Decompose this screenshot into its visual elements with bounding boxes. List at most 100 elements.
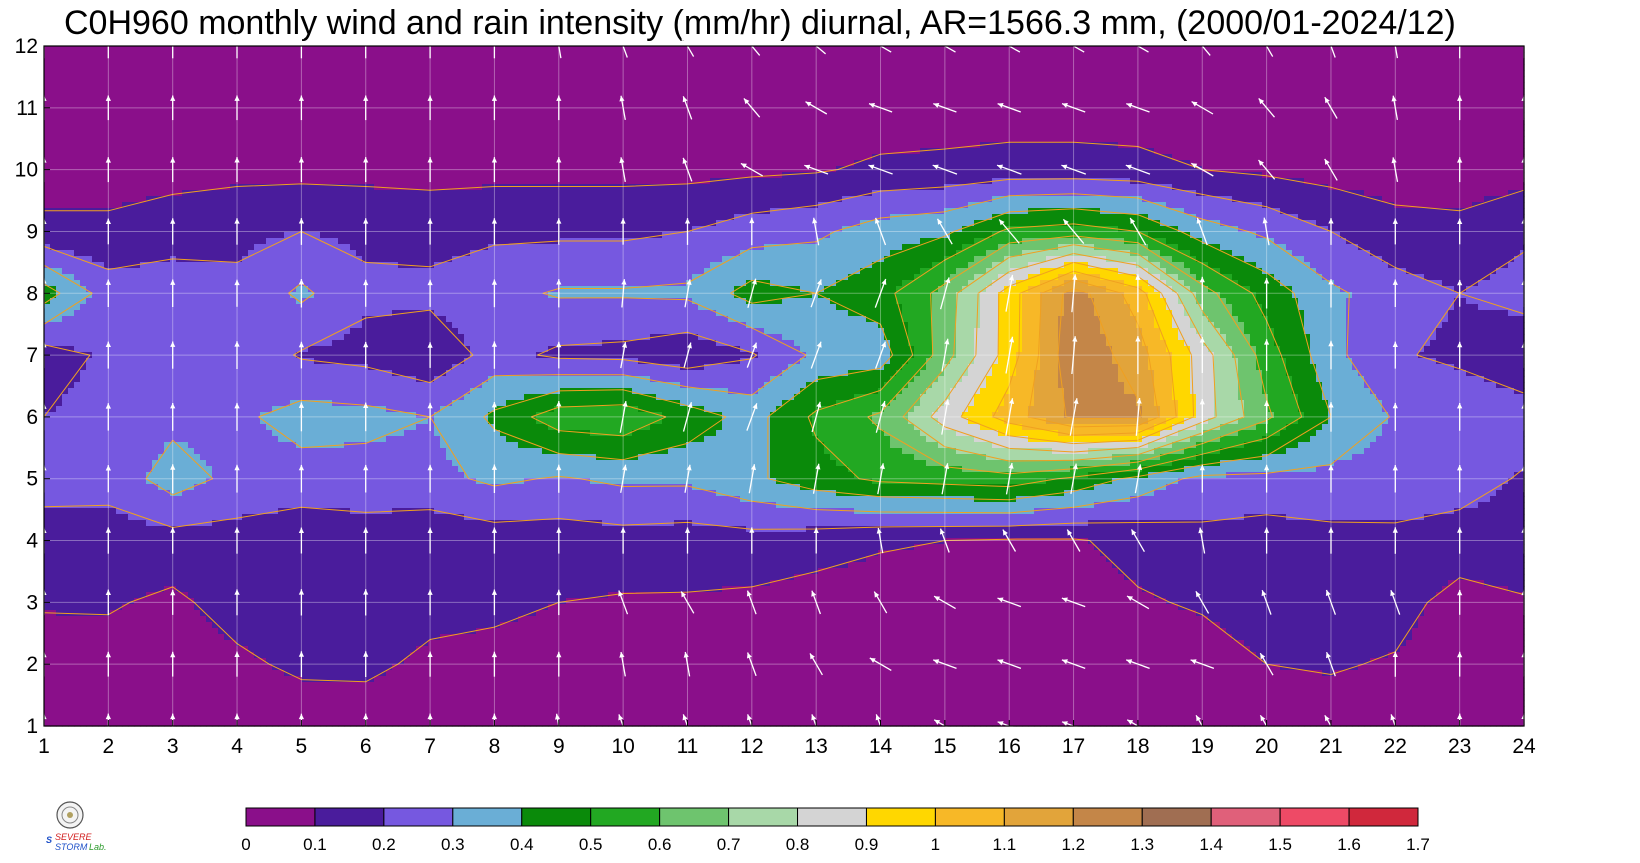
heat-cell <box>356 76 363 83</box>
heat-cell <box>1496 124 1503 131</box>
heat-cell <box>884 154 891 161</box>
heat-cell <box>602 106 609 113</box>
heat-cell <box>1040 46 1047 53</box>
heat-cell <box>590 148 597 155</box>
heat-cell <box>806 76 813 83</box>
heat-cell <box>1244 100 1251 107</box>
heat-cell <box>44 52 51 59</box>
heat-cell <box>1082 76 1089 83</box>
heat-cell <box>1148 76 1155 83</box>
heat-cell <box>98 142 105 149</box>
heat-cell <box>1178 118 1185 125</box>
heat-cell <box>1268 142 1275 149</box>
heat-cell <box>1478 100 1485 107</box>
heat-cell <box>956 64 963 71</box>
heat-cell <box>1358 142 1365 149</box>
heat-cell <box>1310 160 1317 167</box>
heat-cell <box>350 118 357 125</box>
heat-cell <box>1196 130 1203 137</box>
heat-cell <box>308 106 315 113</box>
heat-cell <box>1364 106 1371 113</box>
heat-cell <box>1442 160 1449 167</box>
heat-cell <box>416 58 423 65</box>
heat-cell <box>338 52 345 59</box>
heat-cell <box>830 136 837 143</box>
heat-cell <box>1214 46 1221 53</box>
heat-cell <box>536 58 543 65</box>
heat-cell <box>824 94 831 101</box>
heat-cell <box>650 118 657 125</box>
heat-cell <box>554 112 561 119</box>
heat-cell <box>1424 130 1431 137</box>
heat-cell <box>794 112 801 119</box>
heat-cell <box>884 88 891 95</box>
heat-cell <box>734 154 741 161</box>
heat-cell <box>1238 46 1245 53</box>
heat-cell <box>1430 160 1437 167</box>
heat-cell <box>1460 106 1467 113</box>
heat-cell <box>518 52 525 59</box>
heat-cell <box>74 64 81 71</box>
heat-cell <box>1352 118 1359 125</box>
heat-cell <box>416 100 423 107</box>
heat-cell <box>1340 46 1347 53</box>
heat-cell <box>932 112 939 119</box>
heat-cell <box>1310 100 1317 107</box>
heat-cell <box>488 58 495 65</box>
heat-cell <box>1214 148 1221 155</box>
heat-cell <box>1382 130 1389 137</box>
heat-cell <box>1292 136 1299 143</box>
heat-cell <box>506 94 513 101</box>
heat-cell <box>140 94 147 101</box>
heat-cell <box>1058 130 1065 137</box>
heat-cell <box>1082 88 1089 95</box>
heat-cell <box>626 94 633 101</box>
heat-cell <box>68 160 75 167</box>
heat-cell <box>1412 70 1419 77</box>
heat-cell <box>1010 160 1017 167</box>
heat-cell <box>1376 76 1383 83</box>
heat-cell <box>650 82 657 89</box>
heat-cell <box>1412 130 1419 137</box>
heat-cell <box>632 82 639 89</box>
heat-cell <box>1262 94 1269 101</box>
heat-cell <box>824 106 831 113</box>
heat-cell <box>512 130 519 137</box>
heat-cell <box>998 82 1005 89</box>
heat-cell <box>842 118 849 125</box>
heat-cell <box>1010 148 1017 155</box>
heat-cell <box>788 160 795 167</box>
heat-cell <box>812 124 819 131</box>
heat-cell <box>920 88 927 95</box>
heat-cell <box>1088 82 1095 89</box>
heat-cell <box>1292 76 1299 83</box>
heat-cell <box>1418 148 1425 155</box>
heat-cell <box>242 148 249 155</box>
heat-cell <box>1478 130 1485 137</box>
heat-cell <box>1448 118 1455 125</box>
heat-cell <box>398 88 405 95</box>
heat-cell <box>572 124 579 131</box>
heat-cell <box>854 118 861 125</box>
heat-cell <box>446 160 453 167</box>
heat-cell <box>896 148 903 155</box>
heat-cell <box>1046 82 1053 89</box>
heat-cell <box>1472 148 1479 155</box>
heat-cell <box>1112 136 1119 143</box>
heat-cell <box>230 46 237 53</box>
heat-cell <box>524 64 531 71</box>
heat-cell <box>446 124 453 131</box>
heat-cell <box>770 88 777 95</box>
heat-cell <box>422 58 429 65</box>
heat-cell <box>1100 52 1107 59</box>
heat-cell <box>794 76 801 83</box>
heat-cell <box>1088 46 1095 53</box>
heat-cell <box>1100 130 1107 137</box>
heat-cell <box>128 106 135 113</box>
heat-cell <box>1184 76 1191 83</box>
heat-cell <box>650 52 657 59</box>
heat-cell <box>824 88 831 95</box>
heat-cell <box>752 154 759 161</box>
heat-cell <box>608 76 615 83</box>
heat-cell <box>938 64 945 71</box>
